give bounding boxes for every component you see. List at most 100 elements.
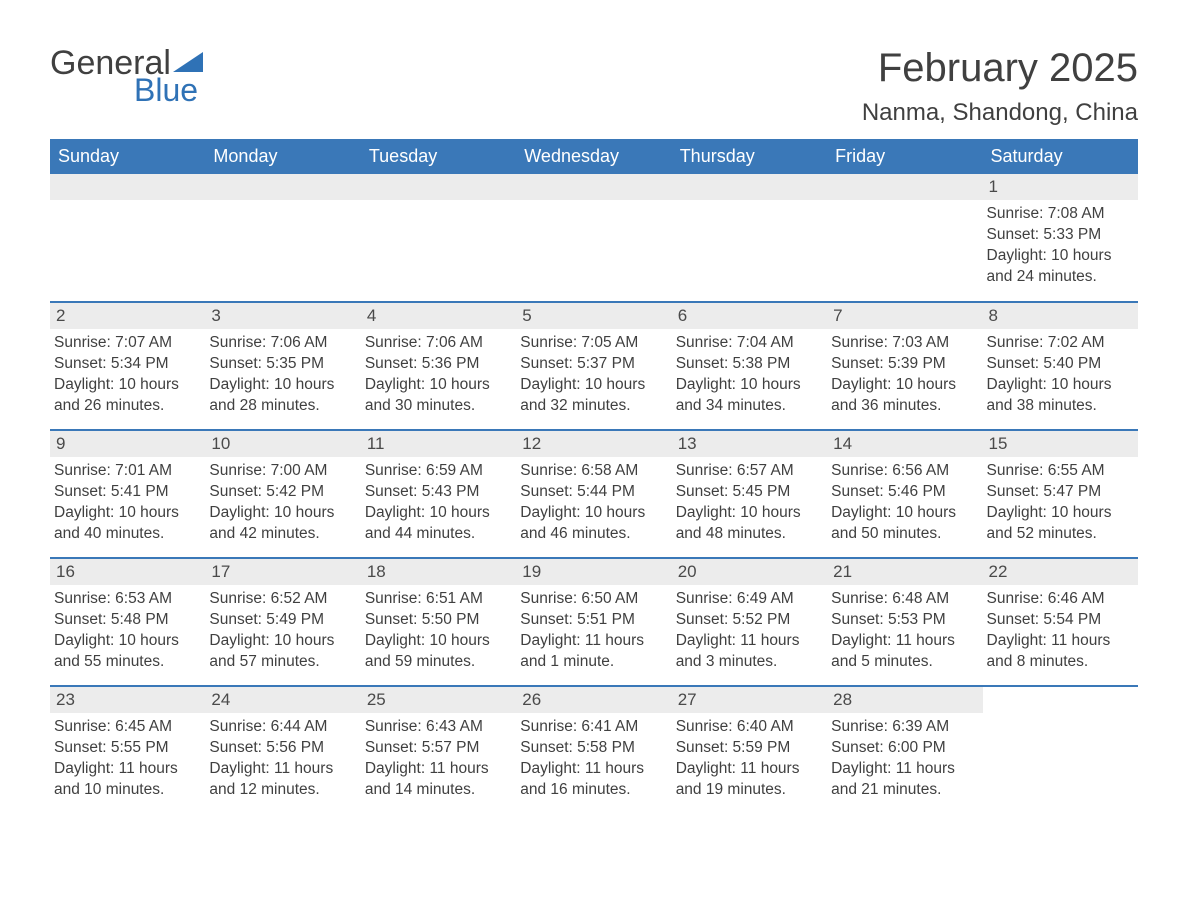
sunset-text: Sunset: 5:50 PM (365, 610, 512, 631)
title-block: February 2025 Nanma, Shandong, China (862, 46, 1138, 127)
day-body: Sunrise: 6:49 AMSunset: 5:52 PMDaylight:… (672, 585, 827, 681)
day-body: Sunrise: 7:05 AMSunset: 5:37 PMDaylight:… (516, 329, 671, 425)
header: General Blue February 2025 Nanma, Shando… (50, 46, 1138, 127)
daylight-text: Daylight: 10 hours and 52 minutes. (987, 503, 1134, 545)
day-number: 14 (827, 431, 982, 457)
sunset-text: Sunset: 5:38 PM (676, 354, 823, 375)
daylight-text: Daylight: 10 hours and 28 minutes. (209, 375, 356, 417)
sunrise-text: Sunrise: 7:07 AM (54, 333, 201, 354)
sunrise-text: Sunrise: 7:08 AM (987, 204, 1134, 225)
sunrise-text: Sunrise: 7:02 AM (987, 333, 1134, 354)
daylight-text: Daylight: 11 hours and 5 minutes. (831, 631, 978, 673)
sunset-text: Sunset: 5:42 PM (209, 482, 356, 503)
day-number: 13 (672, 431, 827, 457)
sunrise-text: Sunrise: 6:49 AM (676, 589, 823, 610)
calendar-cell (205, 174, 360, 302)
day-number: 23 (50, 687, 205, 713)
calendar-cell: 15Sunrise: 6:55 AMSunset: 5:47 PMDayligh… (983, 430, 1138, 558)
week-row: 2Sunrise: 7:07 AMSunset: 5:34 PMDaylight… (50, 302, 1138, 430)
day-number: 27 (672, 687, 827, 713)
day-number: 6 (672, 303, 827, 329)
calendar-cell: 13Sunrise: 6:57 AMSunset: 5:45 PMDayligh… (672, 430, 827, 558)
calendar-cell (361, 174, 516, 302)
day-body: Sunrise: 7:06 AMSunset: 5:35 PMDaylight:… (205, 329, 360, 425)
calendar-cell (983, 686, 1138, 814)
sunset-text: Sunset: 6:00 PM (831, 738, 978, 759)
day-body: Sunrise: 6:52 AMSunset: 5:49 PMDaylight:… (205, 585, 360, 681)
day-number: 15 (983, 431, 1138, 457)
day-number: 10 (205, 431, 360, 457)
day-body: Sunrise: 6:39 AMSunset: 6:00 PMDaylight:… (827, 713, 982, 809)
daylight-text: Daylight: 11 hours and 16 minutes. (520, 759, 667, 801)
day-body: Sunrise: 6:58 AMSunset: 5:44 PMDaylight:… (516, 457, 671, 553)
day-body: Sunrise: 7:06 AMSunset: 5:36 PMDaylight:… (361, 329, 516, 425)
sunrise-text: Sunrise: 7:06 AM (365, 333, 512, 354)
daylight-text: Daylight: 10 hours and 40 minutes. (54, 503, 201, 545)
sunset-text: Sunset: 5:35 PM (209, 354, 356, 375)
empty-daynum (361, 174, 516, 200)
day-number: 1 (983, 174, 1138, 200)
daylight-text: Daylight: 10 hours and 59 minutes. (365, 631, 512, 673)
day-number: 16 (50, 559, 205, 585)
daylight-text: Daylight: 10 hours and 57 minutes. (209, 631, 356, 673)
daylight-text: Daylight: 10 hours and 50 minutes. (831, 503, 978, 545)
day-body: Sunrise: 6:41 AMSunset: 5:58 PMDaylight:… (516, 713, 671, 809)
day-number: 8 (983, 303, 1138, 329)
empty-daynum (827, 174, 982, 200)
dow-monday: Monday (205, 139, 360, 174)
day-body: Sunrise: 6:51 AMSunset: 5:50 PMDaylight:… (361, 585, 516, 681)
sunset-text: Sunset: 5:54 PM (987, 610, 1134, 631)
sunrise-text: Sunrise: 6:48 AM (831, 589, 978, 610)
sunset-text: Sunset: 5:41 PM (54, 482, 201, 503)
logo-text-blue: Blue (134, 74, 203, 106)
sunset-text: Sunset: 5:44 PM (520, 482, 667, 503)
calendar-cell: 21Sunrise: 6:48 AMSunset: 5:53 PMDayligh… (827, 558, 982, 686)
sunrise-text: Sunrise: 7:05 AM (520, 333, 667, 354)
sunrise-text: Sunrise: 7:04 AM (676, 333, 823, 354)
sunset-text: Sunset: 5:47 PM (987, 482, 1134, 503)
daylight-text: Daylight: 11 hours and 8 minutes. (987, 631, 1134, 673)
day-number: 9 (50, 431, 205, 457)
calendar-cell: 26Sunrise: 6:41 AMSunset: 5:58 PMDayligh… (516, 686, 671, 814)
daylight-text: Daylight: 10 hours and 36 minutes. (831, 375, 978, 417)
sunset-text: Sunset: 5:39 PM (831, 354, 978, 375)
calendar-cell: 11Sunrise: 6:59 AMSunset: 5:43 PMDayligh… (361, 430, 516, 558)
calendar-cell (672, 174, 827, 302)
calendar-cell: 4Sunrise: 7:06 AMSunset: 5:36 PMDaylight… (361, 302, 516, 430)
sunset-text: Sunset: 5:33 PM (987, 225, 1134, 246)
location-label: Nanma, Shandong, China (862, 99, 1138, 127)
calendar-cell: 5Sunrise: 7:05 AMSunset: 5:37 PMDaylight… (516, 302, 671, 430)
calendar-table: SundayMondayTuesdayWednesdayThursdayFrid… (50, 139, 1138, 814)
day-number: 11 (361, 431, 516, 457)
sunset-text: Sunset: 5:59 PM (676, 738, 823, 759)
sunset-text: Sunset: 5:49 PM (209, 610, 356, 631)
calendar-cell (516, 174, 671, 302)
day-body: Sunrise: 7:07 AMSunset: 5:34 PMDaylight:… (50, 329, 205, 425)
daylight-text: Daylight: 10 hours and 55 minutes. (54, 631, 201, 673)
sunset-text: Sunset: 5:40 PM (987, 354, 1134, 375)
day-number: 21 (827, 559, 982, 585)
calendar-cell: 22 Sunrise: 6:46 AMSunset: 5:54 PMDayligh… (983, 558, 1138, 686)
day-body: Sunrise: 7:03 AMSunset: 5:39 PMDaylight:… (827, 329, 982, 425)
sunset-text: Sunset: 5:58 PM (520, 738, 667, 759)
sunrise-text: Sunrise: 7:03 AM (831, 333, 978, 354)
sunrise-text: Sunrise: 6:51 AM (365, 589, 512, 610)
day-body: Sunrise: 6:56 AMSunset: 5:46 PMDaylight:… (827, 457, 982, 553)
day-number: 12 (516, 431, 671, 457)
day-body: Sunrise: 6:55 AMSunset: 5:47 PMDaylight:… (983, 457, 1138, 553)
dow-sunday: Sunday (50, 139, 205, 174)
dow-tuesday: Tuesday (361, 139, 516, 174)
calendar-cell: 6Sunrise: 7:04 AMSunset: 5:38 PMDaylight… (672, 302, 827, 430)
day-number: 24 (205, 687, 360, 713)
sunrise-text: Sunrise: 6:53 AM (54, 589, 201, 610)
page-title: February 2025 (862, 46, 1138, 91)
day-number: 22 (983, 559, 1138, 585)
day-body: Sunrise: 6:50 AMSunset: 5:51 PMDaylight:… (516, 585, 671, 681)
sunrise-text: Sunrise: 6:46 AM (987, 589, 1134, 610)
dow-friday: Friday (827, 139, 982, 174)
sunrise-text: Sunrise: 7:00 AM (209, 461, 356, 482)
calendar-cell: 14Sunrise: 6:56 AMSunset: 5:46 PMDayligh… (827, 430, 982, 558)
day-number: 18 (361, 559, 516, 585)
calendar-cell: 10Sunrise: 7:00 AMSunset: 5:42 PMDayligh… (205, 430, 360, 558)
daylight-text: Daylight: 10 hours and 44 minutes. (365, 503, 512, 545)
